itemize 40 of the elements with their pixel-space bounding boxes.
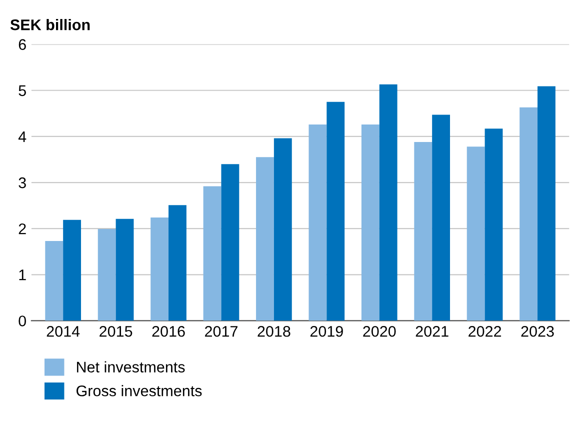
bar bbox=[484, 128, 503, 321]
x-tick-label: 2022 bbox=[468, 326, 502, 337]
y-tick-label: 1 bbox=[19, 270, 26, 280]
bar bbox=[538, 86, 556, 321]
x-tick-label: 2017 bbox=[205, 326, 238, 337]
bar bbox=[150, 218, 169, 321]
bar bbox=[168, 205, 186, 321]
bar bbox=[432, 114, 450, 321]
x-tick-label: 2021 bbox=[416, 326, 448, 337]
bar bbox=[361, 124, 380, 321]
y-tick-label: 4 bbox=[18, 131, 26, 142]
x-tick-label: 2014 bbox=[46, 326, 80, 337]
y-tick-label: 5 bbox=[18, 85, 26, 96]
bar bbox=[221, 164, 240, 321]
y-tick-label: 2 bbox=[18, 223, 26, 234]
bar bbox=[116, 218, 134, 321]
x-tick-label: 2019 bbox=[310, 326, 343, 337]
x-tick-label: 2018 bbox=[258, 326, 290, 337]
bar bbox=[256, 157, 274, 321]
x-tick-label: 2015 bbox=[100, 326, 132, 337]
bar bbox=[414, 142, 432, 321]
y-axis-title: SEK billion bbox=[10, 19, 90, 30]
bar bbox=[274, 138, 292, 321]
bar bbox=[98, 229, 116, 321]
bar bbox=[520, 107, 538, 321]
bar bbox=[63, 220, 82, 321]
y-tick-label: 6 bbox=[18, 39, 26, 50]
bar bbox=[308, 124, 327, 321]
x-tick-label: 2023 bbox=[521, 326, 554, 337]
bar bbox=[379, 84, 398, 321]
legend-label: Gross investments bbox=[76, 385, 202, 396]
x-tick-label: 2016 bbox=[152, 326, 185, 337]
bar bbox=[326, 102, 345, 321]
bar bbox=[45, 241, 64, 321]
y-tick-label: 3 bbox=[18, 177, 26, 188]
bar bbox=[203, 186, 222, 321]
x-tick-label: 2020 bbox=[363, 326, 396, 337]
legend-label: Net investments bbox=[77, 361, 185, 372]
bar bbox=[466, 146, 485, 321]
y-tick-label: 0 bbox=[18, 316, 26, 326]
